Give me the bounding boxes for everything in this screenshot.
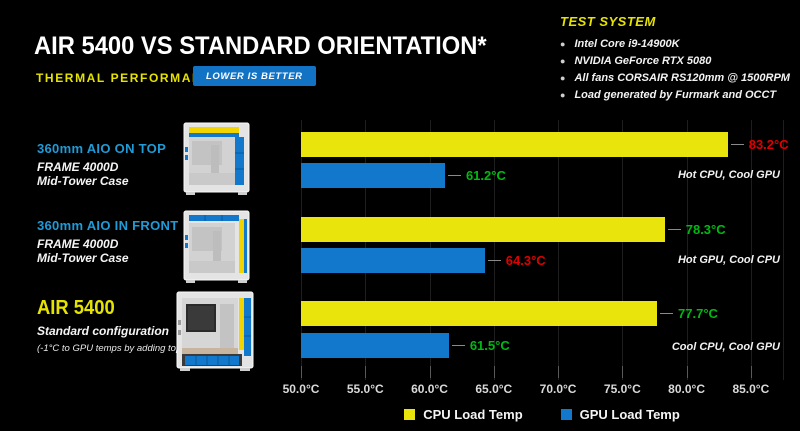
test-system-item: ● Load generated by Furmark and OCCT [560, 87, 790, 104]
lower-is-better-badge: LOWER IS BETTER [193, 66, 316, 86]
group-title: 360mm AIO IN FRONT [37, 218, 179, 233]
axis-tick-label: 65.0°C [475, 382, 513, 396]
axis-tick [493, 366, 495, 378]
annotation-aio-front: Hot GPU, Cool CPU [677, 254, 780, 266]
axis-tick-label: 80.0°C [668, 382, 706, 396]
axis-tick [365, 366, 367, 378]
leader-line [447, 175, 461, 176]
group-subtitle: FRAME 4000D Mid-Tower Case [37, 237, 129, 265]
group-subtitle: Standard configuration [37, 324, 169, 338]
bar-value: 61.2°C [465, 168, 506, 183]
group-label-aio-front: 360mm AIO IN FRONT FRAME 4000D Mid-Tower… [37, 218, 182, 265]
axis-tick-label: 50.0°C [282, 382, 320, 396]
bar-cpu-aio-top: 83.2°C [301, 132, 789, 157]
axis-tick [301, 366, 302, 378]
test-system-item: ● NVIDIA GeForce RTX 5080 [560, 53, 790, 70]
group-title: AIR 5400 [37, 297, 115, 319]
bullet-icon: ● [560, 73, 566, 83]
case-illustration-aio-on-top [183, 122, 250, 195]
gpu-bar [301, 163, 445, 188]
gpu-swatch-icon [560, 409, 572, 420]
bar-value: 64.3°C [505, 253, 546, 268]
axis-tick [686, 366, 688, 378]
leader-line [487, 260, 501, 261]
gridline [558, 120, 560, 380]
axis-tick-label: 70.0°C [539, 382, 577, 396]
legend-label: GPU Load Temp [579, 407, 680, 422]
bar-value: 61.5°C [469, 338, 510, 353]
bar-value: 78.3°C [685, 222, 726, 237]
legend-label: CPU Load Temp [423, 407, 523, 422]
gpu-bar [301, 248, 485, 273]
cpu-bar [301, 132, 728, 157]
gridline [750, 120, 752, 380]
axis-tick [750, 366, 752, 378]
plot-area: 83.2°C 61.2°C Hot CPU, Cool GPU 78.3°C 6… [301, 120, 789, 380]
group-label-aio-top: 360mm AIO ON TOP FRAME 4000D Mid-Tower C… [37, 141, 182, 188]
bar-cpu-aio-front: 78.3°C [301, 217, 726, 242]
gridline [622, 120, 624, 380]
axis-tick-label: 75.0°C [603, 382, 641, 396]
test-system-panel: TEST SYSTEM ● Intel Core i9-14900K ● NVIDI… [560, 14, 790, 104]
bullet-icon: ● [560, 39, 566, 49]
gridline [686, 120, 688, 380]
bar-gpu-aio-top: 61.2°C [301, 163, 506, 188]
leader-line [730, 144, 744, 145]
legend-item-gpu: GPU Load Temp [560, 407, 680, 422]
group-label-air-5400: AIR 5400 Standard configuration (-1°C to… [37, 297, 206, 354]
cpu-bar [301, 217, 665, 242]
bar-gpu-air5400: 61.5°C [301, 333, 510, 358]
axis-tick-label: 55.0°C [346, 382, 384, 396]
group-title: 360mm AIO ON TOP [37, 141, 167, 156]
axis-tick-label: 85.0°C [732, 382, 770, 396]
group-subtitle: FRAME 4000D Mid-Tower Case [37, 160, 129, 188]
test-system-list: ● Intel Core i9-14900K ● NVIDIA GeForce RT… [560, 36, 790, 104]
axis-tick [429, 366, 431, 378]
case-illustration-aio-in-front [183, 210, 250, 283]
test-system-heading: TEST SYSTEM [560, 14, 656, 29]
axis-tick [622, 366, 624, 378]
bar-gpu-aio-front: 64.3°C [301, 248, 546, 273]
leader-line [451, 345, 465, 346]
test-system-item: ● All fans CORSAIR RS120mm @ 1500RPM [560, 70, 790, 87]
axis-tick-label: 60.0°C [411, 382, 448, 396]
annotation-air5400: Cool CPU, Cool GPU [671, 341, 780, 353]
legend: CPU Load Temp GPU Load Temp [301, 407, 783, 422]
page-title: AIR 5400 VS STANDARD ORIENTATION* [34, 32, 487, 60]
gridline [493, 120, 495, 380]
leader-line [660, 313, 674, 314]
test-system-item: ● Intel Core i9-14900K [560, 36, 790, 53]
group-note: (-1°C to GPU temps by adding top fans) [37, 343, 206, 354]
cpu-swatch-icon [404, 409, 416, 420]
cpu-bar [301, 301, 658, 326]
gpu-bar [301, 333, 449, 358]
annotation-aio-top: Hot CPU, Cool GPU [677, 169, 780, 181]
x-axis: 50.0°C 55.0°C 60.0°C 65.0°C 70.0°C 75.0°C 80.0… [283, 382, 783, 398]
bullet-icon: ● [560, 90, 566, 100]
bar-value: 77.7°C [678, 306, 718, 321]
bullet-icon: ● [560, 56, 566, 66]
case-illustration-air-5400 [176, 291, 254, 371]
bar-cpu-air5400: 77.7°C [301, 301, 718, 326]
axis-tick [558, 366, 560, 378]
leader-line [667, 229, 681, 230]
bar-value: 83.2°C [748, 137, 789, 152]
legend-item-cpu: CPU Load Temp [404, 407, 523, 422]
